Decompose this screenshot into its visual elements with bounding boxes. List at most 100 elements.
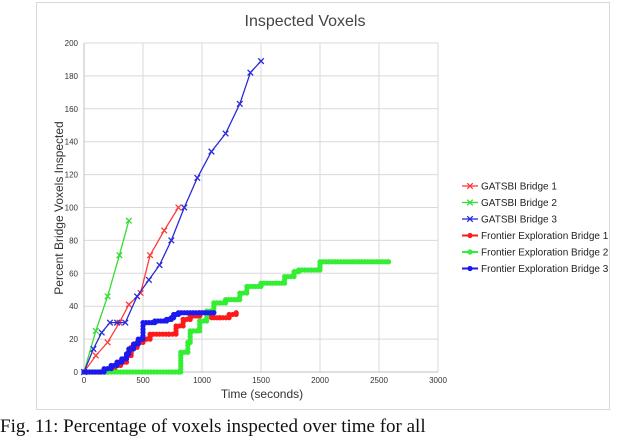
- data-point: [181, 204, 188, 211]
- legend-marker: [466, 215, 474, 223]
- y-tick-label: 40: [69, 302, 78, 311]
- marker-stroke: [104, 339, 111, 346]
- marker-stroke: [106, 319, 114, 326]
- series-line: [83, 220, 130, 373]
- data-point: [92, 352, 100, 359]
- legend-item-frontier-exploration-bridge-2: Frontier Exploration Bridge 2: [462, 248, 609, 259]
- legend-item-gatsbi-bridge-2: GATSBI Bridge 2: [462, 198, 557, 209]
- y-tick-label: 0: [74, 368, 79, 377]
- data-point: [116, 251, 123, 259]
- data-point: [257, 57, 265, 65]
- marker-stroke: [145, 276, 153, 284]
- data-point: [125, 301, 133, 308]
- data-point: [236, 100, 244, 108]
- data-point: [145, 276, 153, 284]
- data-point: [125, 217, 133, 224]
- data-point: [104, 293, 111, 300]
- legend-label: Frontier Exploration Bridge 3: [481, 264, 609, 275]
- y-tick-label: 200: [65, 39, 79, 48]
- marker-stroke: [133, 293, 141, 300]
- chart: Inspected Voxels 0 500 1000 1500 2000 2500 300…: [52, 13, 609, 401]
- x-tick-label: 1000: [193, 376, 211, 385]
- marker-stroke: [156, 261, 163, 269]
- y-tick-label: 160: [65, 105, 79, 114]
- marker-stroke: [122, 319, 129, 326]
- marker-stroke: [236, 100, 244, 108]
- legend-item-gatsbi-bridge-3: GATSBI Bridge 3: [462, 215, 557, 226]
- data-point: [233, 310, 239, 316]
- y-tick-label: 20: [69, 335, 78, 344]
- data-point: [133, 293, 141, 300]
- marker-stroke: [257, 57, 265, 65]
- data-point: [122, 319, 129, 326]
- marker-stroke: [194, 174, 201, 182]
- marker-stroke: [113, 319, 121, 326]
- y-tick-label: 60: [69, 269, 78, 278]
- legend-marker: [467, 232, 473, 239]
- legend-label: Frontier Exploration Bridge 2: [481, 248, 609, 259]
- marker-stroke: [247, 69, 254, 76]
- data-point: [92, 327, 100, 335]
- y-tick-label: 180: [65, 72, 79, 81]
- legend-item-frontier-exploration-bridge-1: Frontier Exploration Bridge 1: [462, 231, 609, 242]
- data-point: [168, 237, 175, 244]
- marker-stroke: [125, 217, 133, 224]
- legend-marker: [466, 199, 474, 206]
- series-frontier-exploration-bridge-3: [81, 310, 217, 375]
- legend-marker: [466, 182, 474, 190]
- gridlines: [84, 42, 439, 372]
- marker-stroke: [125, 301, 133, 308]
- data-point: [208, 148, 215, 155]
- marker-stroke: [222, 130, 229, 137]
- x-tick-label: 0: [82, 376, 87, 385]
- x-tick-label: 1500: [252, 376, 270, 385]
- marker-stroke: [208, 148, 215, 155]
- x-tick-label: 2500: [370, 376, 388, 385]
- marker-stroke: [116, 251, 123, 259]
- series-gatsbi-bridge-3: [80, 57, 265, 376]
- marker-stroke: [466, 182, 474, 190]
- data-point: [113, 319, 121, 326]
- x-tick-label: 500: [136, 376, 150, 385]
- legend-marker: [467, 249, 473, 255]
- series-gatsbi-bridge-2: [80, 217, 133, 376]
- marker-stroke: [90, 345, 97, 353]
- marker-stroke: [160, 227, 168, 234]
- data-point: [247, 69, 254, 76]
- figure-frame: [36, 2, 610, 410]
- data-point: [175, 204, 182, 211]
- marker-stroke: [98, 329, 105, 336]
- data-point: [194, 174, 201, 182]
- marker-stroke: [175, 204, 182, 211]
- data-point: [385, 259, 392, 265]
- marker-stroke: [466, 199, 474, 206]
- x-tick-label: 2000: [311, 376, 329, 385]
- data-point: [146, 251, 154, 259]
- x-tick-label: 3000: [429, 376, 447, 385]
- chart-title: Inspected Voxels: [245, 13, 366, 30]
- marker-stroke: [92, 352, 100, 359]
- legend-item-gatsbi-bridge-1: GATSBI Bridge 1: [462, 182, 557, 193]
- data-point: [222, 130, 229, 137]
- data-point: [104, 339, 111, 346]
- legend-label: GATSBI Bridge 1: [481, 182, 557, 193]
- legend: GATSBI Bridge 1 GATSBI Bridge 2 GATSBI Bri…: [462, 182, 609, 275]
- y-tick-label: 140: [65, 138, 79, 147]
- tick-labels: 0 500 1000 1500 2000 2500 3000 0 20 40 60 80 100 120 1…: [65, 39, 448, 385]
- data-point: [90, 345, 97, 353]
- y-tick-label: 120: [65, 171, 79, 180]
- legend-label: GATSBI Bridge 2: [481, 198, 557, 209]
- marker-stroke: [466, 215, 474, 223]
- legend-marker: [467, 265, 473, 272]
- marker-stroke: [104, 293, 111, 300]
- x-axis-label: Time (seconds): [221, 387, 303, 401]
- marker-stroke: [181, 204, 188, 211]
- marker-stroke: [92, 327, 100, 335]
- data-point: [106, 319, 114, 326]
- legend-label: GATSBI Bridge 3: [481, 215, 557, 226]
- y-axis-label: Percent Bridge Voxels Inspected: [52, 121, 66, 294]
- data-point: [160, 227, 168, 234]
- data-point: [98, 329, 105, 336]
- marker-stroke: [146, 251, 154, 259]
- legend-item-frontier-exploration-bridge-3: Frontier Exploration Bridge 3: [462, 264, 609, 275]
